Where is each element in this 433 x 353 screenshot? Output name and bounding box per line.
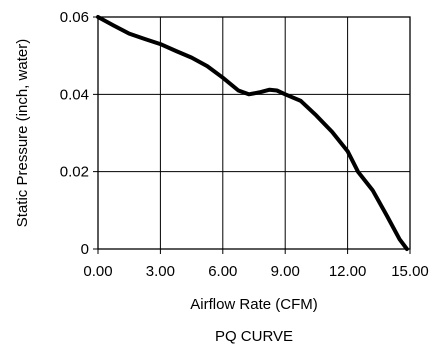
x-tick-label: 9.00 (271, 263, 300, 280)
y-tick-label: 0.06 (60, 9, 89, 26)
x-tick-labels: 0.00 3.00 6.00 9.00 12.00 15.00 (83, 263, 428, 280)
pq-curve-line (96, 15, 409, 251)
x-tick-label: 0.00 (83, 263, 112, 280)
chart-title: PQ CURVE (215, 328, 293, 345)
y-tick-label: 0.02 (60, 164, 89, 181)
x-tick-label: 6.00 (208, 263, 237, 280)
y-tick-labels: 0 0.02 0.04 0.06 (60, 9, 89, 258)
grid-lines (93, 16, 411, 254)
y-tick-label: 0 (81, 241, 89, 258)
y-axis-label: Static Pressure (inch, water) (14, 39, 31, 227)
y-tick-label: 0.04 (60, 86, 89, 103)
x-tick-label: 12.00 (329, 263, 367, 280)
x-axis-label: Airflow Rate (CFM) (190, 296, 318, 313)
plot-area-frame (97, 16, 411, 250)
x-tick-label: 3.00 (146, 263, 175, 280)
x-tick-label: 15.00 (391, 263, 429, 280)
